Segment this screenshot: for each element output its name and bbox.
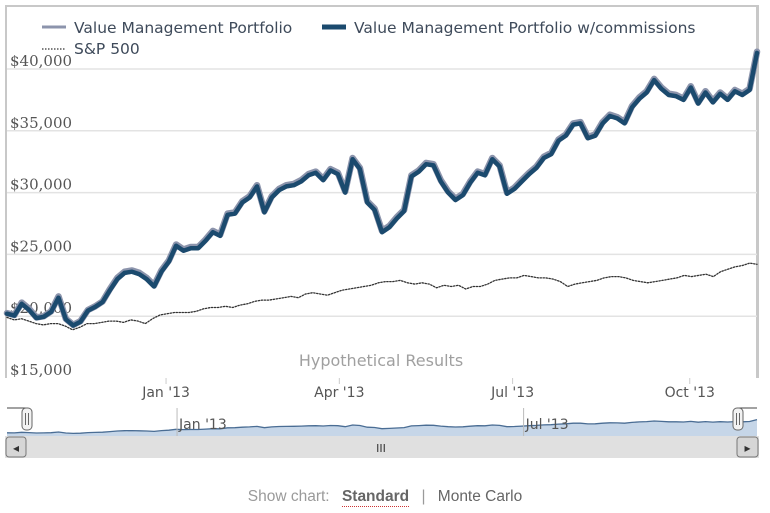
show-chart-selector: Show chart: Standard | Monte Carlo <box>0 488 770 507</box>
navigator-tick-label: Jul '13 <box>525 417 569 433</box>
legend-label-portfolio-commissions: Value Management Portfolio w/commissions <box>354 19 695 37</box>
series-line-s-p-500 <box>6 262 758 331</box>
navigator-handle-left[interactable] <box>21 407 33 431</box>
scrollbar[interactable]: ◂ III ▸ <box>5 436 759 458</box>
navigator-x-axis: Jan '13 Jul '13 <box>176 408 569 436</box>
arrow-left-icon: ◂ <box>13 441 19 455</box>
scrollbar-grip-icon[interactable]: III <box>376 442 386 455</box>
gridlines <box>7 68 757 317</box>
navigator[interactable]: Jan '13 Jul '13 <box>6 407 758 436</box>
legend-item-portfolio[interactable]: Value Management Portfolio <box>42 19 292 37</box>
legend-label-portfolio: Value Management Portfolio <box>74 19 292 37</box>
show-chart-label: Show chart: <box>247 488 330 505</box>
monte-carlo-chart-option[interactable]: Monte Carlo <box>437 488 523 505</box>
y-tick-label: $30,000 <box>10 176 72 194</box>
x-tick-label: Apr '13 <box>314 385 364 401</box>
x-axis: Jan '13 Apr '13 Jul '13 Oct '13 <box>141 378 715 401</box>
y-tick-label: $35,000 <box>10 114 72 132</box>
legend-item-sp500[interactable]: S&P 500 <box>42 40 140 58</box>
x-tick-label: Jul '13 <box>490 385 534 401</box>
legend: Value Management Portfolio Value Managem… <box>42 19 695 58</box>
x-tick-label: Jan '13 <box>141 385 190 401</box>
price-chart: $15,000$20,000$25,000$30,000$35,000$40,0… <box>3 19 761 458</box>
y-tick-label: $25,000 <box>10 237 72 255</box>
y-tick-label: $15,000 <box>10 361 72 379</box>
series-line-value-management-portfolio-w-commissions <box>4 50 760 328</box>
scrollbar-track[interactable] <box>5 436 759 458</box>
credits-text: Hypothetical Results <box>299 351 463 370</box>
chart-frame <box>5 5 759 378</box>
y-tick-label: $40,000 <box>10 52 72 70</box>
navigator-handle-right[interactable] <box>732 407 744 431</box>
navigator-line <box>6 418 758 435</box>
legend-item-portfolio-commissions[interactable]: Value Management Portfolio w/commissions <box>322 19 695 37</box>
y-axis: $15,000$20,000$25,000$30,000$35,000$40,0… <box>10 52 72 379</box>
scroll-right-button[interactable]: ▸ <box>736 436 759 458</box>
arrow-right-icon: ▸ <box>744 441 750 455</box>
standard-chart-option[interactable]: Standard <box>341 488 410 507</box>
series-layer <box>3 48 761 331</box>
scroll-left-button[interactable]: ◂ <box>5 436 27 458</box>
navigator-tick-label: Jan '13 <box>178 417 227 433</box>
legend-label-sp500: S&P 500 <box>74 40 140 58</box>
x-tick-label: Oct '13 <box>665 385 715 401</box>
option-separator: | <box>421 488 426 505</box>
